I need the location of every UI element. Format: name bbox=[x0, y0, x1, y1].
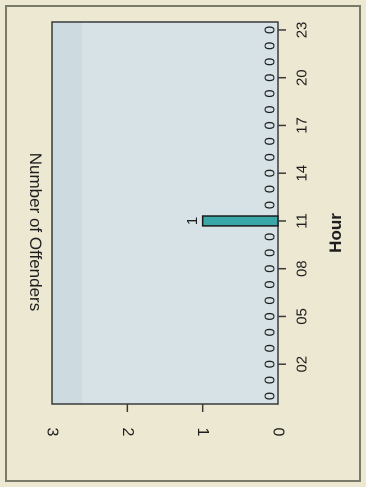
data-label-hour-6: 0 bbox=[262, 296, 279, 304]
bar-hour-11 bbox=[201, 215, 279, 227]
data-label-hour-22: 0 bbox=[262, 42, 279, 50]
data-label-hour-14: 0 bbox=[262, 169, 279, 177]
data-label-hour-4: 0 bbox=[262, 328, 279, 336]
data-label-hour-11: 1 bbox=[184, 217, 201, 225]
data-label-hour-2: 0 bbox=[262, 360, 279, 368]
data-label-hour-16: 0 bbox=[262, 137, 279, 145]
plot-frame bbox=[51, 21, 279, 405]
data-label-hour-17: 0 bbox=[262, 121, 279, 129]
data-label-hour-23: 0 bbox=[262, 26, 279, 34]
data-label-hour-13: 0 bbox=[262, 185, 279, 193]
count-tick-label-2: 2 bbox=[119, 428, 136, 437]
data-label-hour-3: 0 bbox=[262, 344, 279, 352]
data-label-hour-7: 0 bbox=[262, 280, 279, 288]
hour-tick-label-23: 23 bbox=[294, 22, 311, 39]
hour-tick-label-17: 17 bbox=[294, 117, 311, 134]
hour-tick-label-11: 11 bbox=[294, 213, 311, 229]
count-tick-label-0: 0 bbox=[270, 428, 287, 437]
hour-tick-label-14: 14 bbox=[294, 165, 311, 182]
data-label-hour-12: 0 bbox=[262, 201, 279, 209]
data-label-hour-15: 0 bbox=[262, 153, 279, 161]
hour-tick-label-05: 05 bbox=[294, 308, 311, 325]
chart-border bbox=[5, 5, 361, 482]
plot-area bbox=[51, 21, 279, 405]
data-label-hour-10: 0 bbox=[262, 233, 279, 241]
data-label-hour-8: 0 bbox=[262, 265, 279, 273]
hour-tick-label-20: 20 bbox=[294, 69, 311, 86]
data-label-hour-18: 0 bbox=[262, 105, 279, 113]
hour-axis: 02 05 08 11 14 17 20 23 bbox=[278, 22, 311, 373]
plot-shade-band bbox=[52, 22, 82, 404]
data-label-hour-21: 0 bbox=[262, 58, 279, 66]
data-label-hour-5: 0 bbox=[262, 312, 279, 320]
hour-tick-label-02: 02 bbox=[294, 356, 311, 373]
y-axis-label: Number of Offenders bbox=[26, 153, 45, 311]
data-label-hour-0: 0 bbox=[262, 392, 279, 400]
plot-background bbox=[52, 22, 278, 404]
x-axis-label: Hour bbox=[326, 213, 345, 253]
data-labels-group: 0 0 0 0 0 0 0 0 0 0 0 1 0 0 0 0 0 0 0 0 0 0 0 0 bbox=[184, 26, 278, 400]
count-tick-label-1: 1 bbox=[194, 428, 211, 437]
hour-tick-label-08: 08 bbox=[294, 260, 311, 277]
data-label-hour-19: 0 bbox=[262, 89, 279, 97]
count-axis: 0 1 2 3 bbox=[44, 404, 287, 437]
data-label-hour-20: 0 bbox=[262, 74, 279, 82]
data-label-hour-9: 0 bbox=[262, 249, 279, 257]
count-tick-label-3: 3 bbox=[44, 428, 61, 437]
bars-group bbox=[201, 215, 279, 227]
data-label-hour-1: 0 bbox=[262, 376, 279, 384]
